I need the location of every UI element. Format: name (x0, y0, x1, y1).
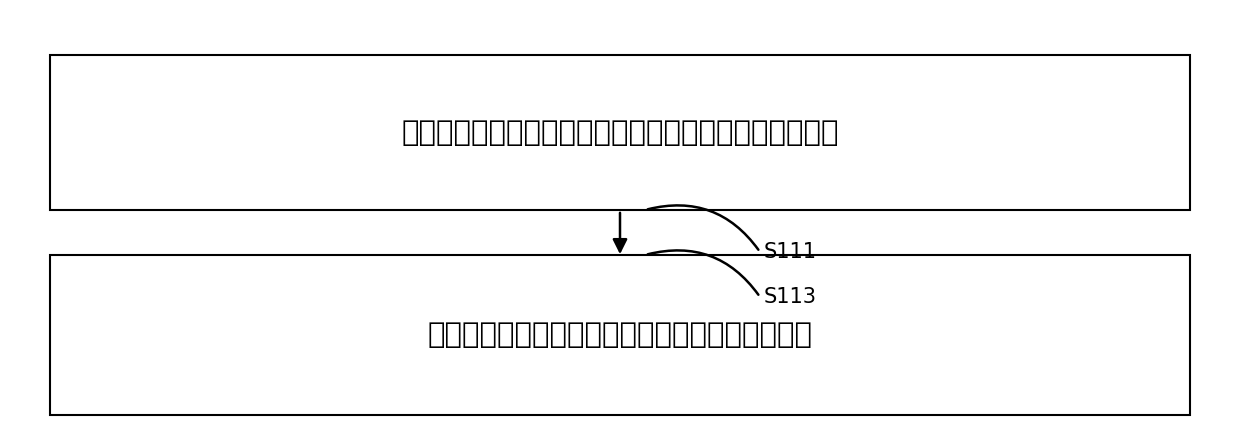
Text: S113: S113 (764, 287, 817, 307)
Text: 根据各累计中子计数，得到各时刻对应的中子产额: 根据各累计中子计数，得到各时刻对应的中子产额 (428, 321, 812, 349)
Bar (50, 55, 1190, 210)
Text: S111: S111 (764, 242, 817, 262)
Text: 获取待测中子管在工作过程中的若干时刻的累计中子计数: 获取待测中子管在工作过程中的若干时刻的累计中子计数 (402, 119, 838, 146)
Bar (50, 255, 1190, 415)
